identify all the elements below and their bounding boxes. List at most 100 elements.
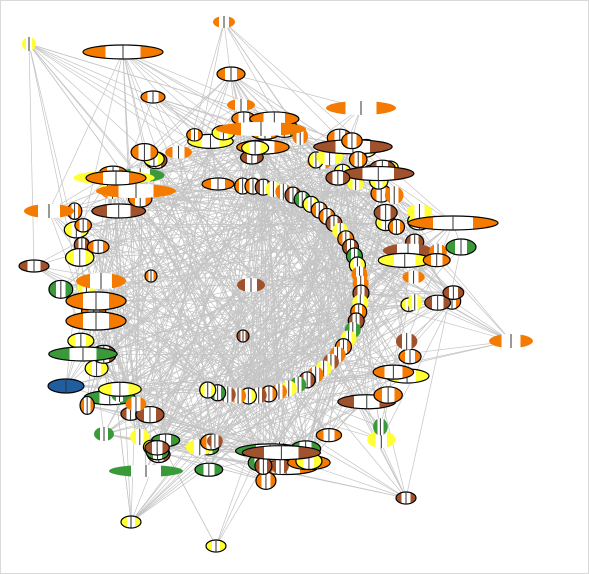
edge	[28, 43, 35, 267]
edge	[268, 255, 355, 395]
node	[24, 204, 74, 218]
edge	[302, 180, 379, 200]
edge	[33, 265, 289, 389]
edge	[76, 229, 280, 392]
edge	[264, 133, 280, 392]
node	[398, 348, 422, 365]
edge	[74, 210, 324, 369]
node	[91, 203, 147, 219]
node	[489, 334, 533, 348]
node	[65, 311, 127, 331]
node	[79, 395, 95, 416]
edge	[74, 210, 270, 395]
node	[442, 285, 465, 300]
edge	[269, 238, 347, 451]
node	[216, 122, 306, 136]
node	[372, 364, 415, 380]
node	[236, 329, 250, 343]
edge	[237, 226, 397, 396]
edge	[139, 209, 320, 438]
edge	[28, 43, 439, 253]
edge	[350, 246, 512, 342]
node	[86, 239, 110, 255]
node	[47, 378, 85, 394]
edge	[135, 238, 347, 405]
edge	[305, 193, 382, 449]
node	[407, 294, 422, 311]
edge	[258, 136, 301, 396]
node	[424, 294, 452, 311]
node	[326, 101, 396, 115]
edge	[119, 354, 338, 394]
node	[213, 16, 235, 28]
edge	[230, 73, 362, 284]
edge	[139, 198, 210, 470]
node	[165, 145, 193, 159]
edge	[119, 186, 254, 390]
node	[94, 427, 114, 441]
node	[241, 140, 270, 156]
node	[18, 259, 50, 273]
node	[422, 253, 451, 268]
edge	[135, 190, 271, 452]
edge	[48, 146, 353, 212]
node	[241, 445, 321, 461]
node	[373, 418, 388, 436]
node	[130, 143, 159, 162]
edge	[28, 43, 155, 160]
edge	[319, 180, 379, 211]
edge	[28, 43, 141, 176]
node	[96, 184, 176, 198]
node	[406, 203, 433, 220]
edge	[357, 159, 407, 342]
edge	[82, 51, 124, 226]
node	[67, 332, 95, 349]
node	[205, 539, 227, 553]
node	[445, 238, 477, 256]
edge	[268, 283, 361, 395]
edge	[151, 177, 339, 448]
edge	[48, 210, 512, 342]
edge	[130, 304, 409, 523]
edge	[308, 250, 409, 463]
edge	[285, 276, 414, 468]
node	[64, 248, 95, 267]
edge	[112, 191, 229, 395]
node	[135, 405, 165, 424]
node	[109, 465, 183, 477]
node	[186, 128, 203, 142]
node	[125, 396, 147, 412]
node	[48, 346, 118, 362]
node	[315, 428, 343, 443]
edge	[93, 310, 382, 440]
edge	[122, 51, 216, 442]
edge	[315, 177, 339, 375]
edge	[153, 158, 310, 462]
node	[254, 456, 273, 476]
node	[65, 291, 127, 311]
node	[342, 165, 415, 182]
edge	[74, 132, 266, 212]
edge	[65, 311, 359, 387]
edge	[248, 395, 407, 499]
edge	[237, 259, 437, 397]
node	[271, 458, 289, 475]
edge	[140, 198, 359, 313]
node	[348, 151, 368, 168]
edge	[103, 354, 264, 467]
node	[144, 269, 158, 283]
edge	[158, 454, 259, 464]
node	[144, 440, 170, 456]
edge	[230, 73, 362, 109]
node	[407, 215, 499, 231]
edge	[199, 371, 394, 448]
edge	[406, 222, 454, 342]
node	[395, 332, 418, 350]
node	[97, 381, 142, 397]
edge	[48, 51, 124, 212]
edge	[76, 183, 219, 231]
edge	[82, 302, 361, 355]
edge	[288, 216, 328, 389]
